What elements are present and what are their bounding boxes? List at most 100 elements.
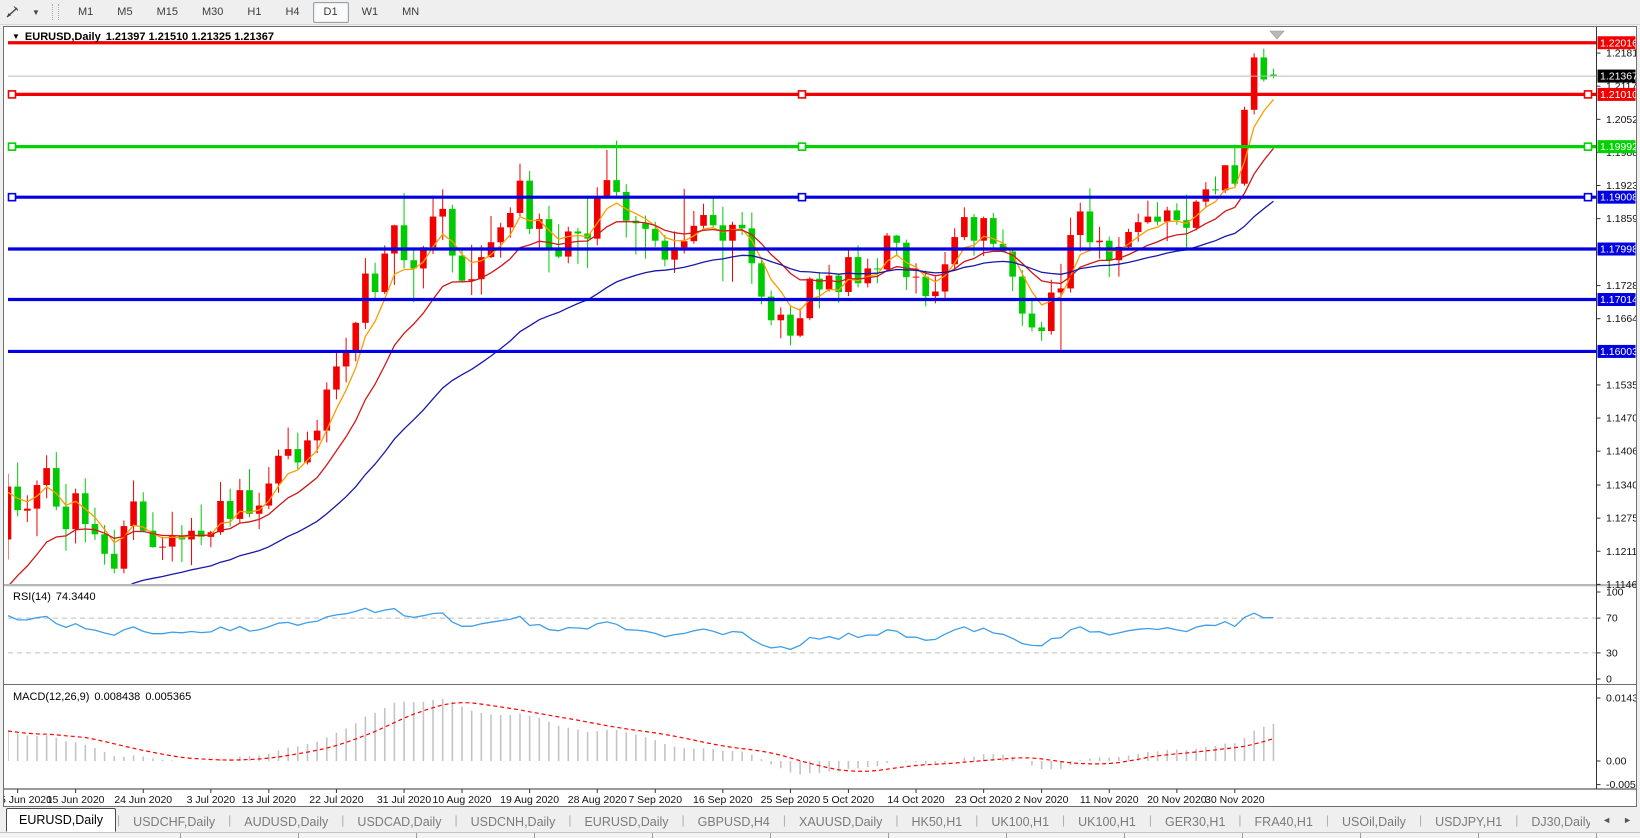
price-axis[interactable]: 1.218151.211701.205251.198801.192351.185… xyxy=(1596,36,1637,591)
tab-xauusd-daily[interactable]: XAUUSD,Daily xyxy=(799,814,883,829)
date-label: 31 Jul 2020 xyxy=(377,794,431,806)
svg-text:1.21815: 1.21815 xyxy=(1606,48,1636,60)
status-strip-tick xyxy=(298,833,299,838)
slow-ma-line xyxy=(130,200,1274,584)
svg-text:1.21010: 1.21010 xyxy=(1600,89,1636,101)
price-badge-1.16003: 1.16003 xyxy=(1597,344,1636,358)
date-label: 5 Jun 2020 xyxy=(4,794,52,806)
macd-layer xyxy=(8,698,1275,775)
status-strip-tick xyxy=(652,833,653,838)
timeframe-button-h1[interactable]: H1 xyxy=(247,6,262,18)
tab-hk50-h1[interactable]: HK50,H1 xyxy=(911,814,963,829)
status-strip-tick xyxy=(1242,833,1243,838)
date-label: 2 Nov 2020 xyxy=(1015,794,1069,806)
tab-separator: | xyxy=(341,813,345,827)
date-label: 22 Jul 2020 xyxy=(309,794,363,806)
hline-handle[interactable] xyxy=(7,90,17,99)
timeframe-button-m15[interactable]: M15 xyxy=(156,6,178,18)
date-label: 5 Oct 2020 xyxy=(823,794,875,806)
macd-value: 0.008438 xyxy=(94,691,141,703)
timeframe-button-h4[interactable]: H4 xyxy=(285,6,300,18)
tab-scroll-right-icon[interactable]: ► xyxy=(1623,815,1632,825)
svg-text:1.21367: 1.21367 xyxy=(1600,71,1636,83)
date-label: 7 Sep 2020 xyxy=(628,794,682,806)
hline-handle[interactable] xyxy=(797,142,807,151)
chart-canvas[interactable]: 1.218151.211701.205251.198801.192351.185… xyxy=(4,27,1636,806)
hline-handle[interactable] xyxy=(797,192,807,202)
tab-separator: | xyxy=(1325,813,1330,827)
tool-dropdown-arrow[interactable]: ▼ xyxy=(25,1,47,23)
hline-handle[interactable] xyxy=(1583,90,1593,99)
date-label: 10 Aug 2020 xyxy=(433,794,492,806)
hline-handle[interactable] xyxy=(7,142,17,151)
svg-text:1.22016: 1.22016 xyxy=(1600,37,1636,49)
date-label: 25 Sep 2020 xyxy=(761,794,821,806)
chart-title: ▼ EURUSD,Daily 1.21397 1.21510 1.21325 1.2… xyxy=(12,31,274,43)
chart-window[interactable]: ▼ EURUSD,Daily 1.21397 1.21510 1.21325 1.2… xyxy=(3,26,1637,807)
timeframe-button-m30[interactable]: M30 xyxy=(201,6,224,18)
status-strip-tick xyxy=(770,833,771,838)
chart-tabs: EURUSD,Daily | USDCHF,Daily | AUDUSD,Daily | U… xyxy=(0,808,1640,832)
svg-text:1.17998: 1.17998 xyxy=(1600,244,1636,256)
date-label: 20 Nov 2020 xyxy=(1147,794,1207,806)
rsi-axis-label: 30 xyxy=(1606,647,1618,659)
timeframe-button-m5[interactable]: M5 xyxy=(117,6,133,18)
tab-scroll-left-icon[interactable]: ◄ xyxy=(1602,815,1612,825)
tab-usoil-daily[interactable]: USOil,Daily xyxy=(1342,814,1406,829)
tab-gbpusd-h4[interactable]: GBPUSD,H4 xyxy=(697,814,770,829)
timeframe-button-m1[interactable]: M1 xyxy=(78,6,94,18)
tab-separator: | xyxy=(454,813,458,827)
date-label: 30 Nov 2020 xyxy=(1205,794,1265,806)
svg-text:1.19235: 1.19235 xyxy=(1606,180,1636,192)
tab-usdcnh-daily[interactable]: USDCNH,Daily xyxy=(470,814,556,829)
hlines-layer xyxy=(7,41,1596,354)
hline-handle[interactable] xyxy=(7,192,17,202)
collapse-triangle-icon[interactable]: ▼ xyxy=(12,32,20,41)
tab-usdjpy-h1[interactable]: USDJPY,H1 xyxy=(1435,814,1503,829)
hline-handle[interactable] xyxy=(1583,142,1593,151)
tab-eurusd-daily[interactable]: EURUSD,Daily xyxy=(584,814,669,829)
tab-audusd-daily[interactable]: AUDUSD,Daily xyxy=(244,814,329,829)
tab-uk100-h1[interactable]: UK100,H1 xyxy=(991,814,1050,829)
tab-fra40-h1[interactable]: FRA40,H1 xyxy=(1254,814,1313,829)
timeframe-button-d1[interactable]: D1 xyxy=(312,1,349,23)
price-badge-1.17014: 1.17014 xyxy=(1597,293,1636,307)
last-price-badge: 1.21367 xyxy=(1597,69,1636,83)
tab-usdchf-daily[interactable]: USDCHF,Daily xyxy=(133,814,216,829)
tab-separator: | xyxy=(1148,813,1152,827)
macd-axis-label: -0.005396 xyxy=(1606,779,1636,791)
chart-title-symbol: EURUSD,Daily xyxy=(24,31,101,43)
svg-text:1.19008: 1.19008 xyxy=(1600,192,1636,204)
fast-ma-line xyxy=(8,98,1274,544)
status-strip-tick xyxy=(416,833,417,838)
date-label: 16 Sep 2020 xyxy=(693,794,753,806)
status-strip-tick xyxy=(1360,833,1361,838)
tab-usdcad-daily[interactable]: USDCAD,Daily xyxy=(357,814,442,829)
timeframe-button-mn[interactable]: MN xyxy=(402,6,420,18)
chart-shift-marker[interactable] xyxy=(1269,30,1285,40)
tab-separator: | xyxy=(228,813,232,827)
tab-dj30-daily[interactable]: DJ30,Daily xyxy=(1531,814,1592,829)
date-label: 15 Jun 2020 xyxy=(47,794,105,806)
tab-eurusd-daily[interactable]: EURUSD,Daily xyxy=(6,808,117,832)
line-tool-button[interactable] xyxy=(1,1,23,23)
tab-uk100-h1[interactable]: UK100,H1 xyxy=(1078,814,1136,829)
tab-separator: | xyxy=(568,813,572,827)
macd-signal-line xyxy=(8,701,1274,772)
medium-ma-line xyxy=(9,147,1274,584)
toolbar: ▼ M1 M5 M15 M30 H1 H4 D1 W1 MN xyxy=(0,0,1640,25)
hline-handle[interactable] xyxy=(1583,192,1593,202)
svg-text:1.18590: 1.18590 xyxy=(1606,213,1636,225)
tab-ger30-h1[interactable]: GER30,H1 xyxy=(1164,814,1226,829)
tab-separator: | xyxy=(1418,813,1423,827)
status-strip-tick xyxy=(1596,833,1597,838)
status-strip-tick xyxy=(534,833,535,838)
svg-text:1.11465: 1.11465 xyxy=(1606,579,1636,591)
hline-handle[interactable] xyxy=(797,90,807,99)
date-label: 3 Jul 2020 xyxy=(187,794,236,806)
svg-text:1.12755: 1.12755 xyxy=(1606,513,1636,525)
macd-axis-label: 0.014384 xyxy=(1606,693,1636,705)
timeframe-button-w1[interactable]: W1 xyxy=(361,6,379,18)
price-badge-1.21010: 1.21010 xyxy=(1597,87,1636,101)
